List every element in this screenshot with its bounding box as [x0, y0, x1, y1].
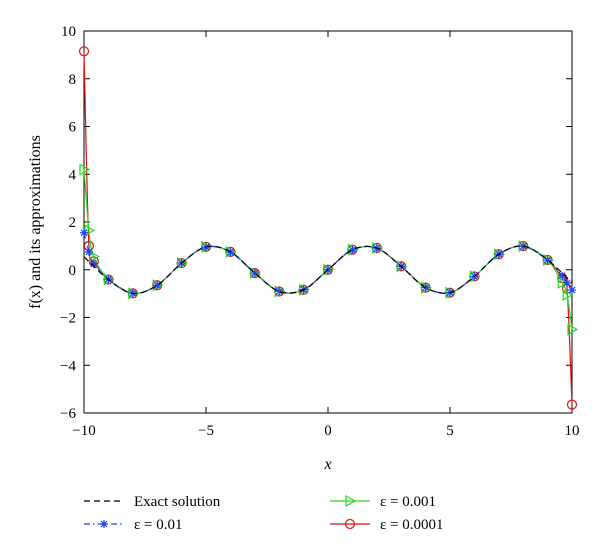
data-point — [543, 256, 552, 265]
y-tick-label: 0 — [69, 263, 77, 279]
legend-label: Exact solution — [134, 494, 221, 510]
legend-entry: ε = 0.001 — [330, 494, 436, 510]
data-point — [78, 46, 90, 57]
x-tick-label: −5 — [198, 423, 214, 439]
legend-marker — [345, 494, 357, 508]
legend-marker — [344, 518, 356, 530]
axis-ticks — [83, 30, 573, 414]
y-tick-label: 4 — [69, 167, 77, 183]
data-point — [250, 269, 259, 278]
legend-entry: Exact solution — [84, 494, 221, 510]
legend-marker — [100, 520, 108, 528]
data-point — [558, 271, 567, 280]
data-point — [566, 399, 578, 410]
tick-labels: −10 −5 0 5 10 −6 −4 −2 0 2 4 6 8 10 — [60, 24, 579, 439]
data-point — [519, 242, 528, 251]
data-point — [567, 323, 579, 336]
series-0 — [83, 245, 573, 295]
legend-entry: ε = 0.0001 — [330, 517, 444, 533]
legend: Exact solution ε = 0.001 ε = 0.01 ε = 0.000… — [84, 494, 444, 533]
y-tick-label: 10 — [61, 24, 76, 40]
y-tick-label: −4 — [60, 358, 76, 374]
data-point — [89, 259, 98, 268]
x-tick-label: −10 — [72, 423, 95, 439]
x-tick-label: 5 — [446, 423, 454, 439]
x-axis-label: x — [323, 456, 331, 473]
series-line — [83, 245, 573, 295]
plot-frame — [83, 30, 573, 414]
y-tick-label: 6 — [69, 120, 77, 136]
y-tick-label: 2 — [69, 215, 77, 231]
data-point — [562, 288, 574, 301]
legend-entry: ε = 0.01 — [84, 517, 183, 533]
x-tick-label: 10 — [565, 423, 580, 439]
data-point — [348, 245, 357, 254]
plot-area — [78, 46, 579, 410]
data-point — [84, 224, 96, 237]
series-line — [83, 51, 573, 405]
data-point — [84, 247, 93, 256]
y-tick-label: −2 — [60, 311, 76, 327]
y-axis-label: f(x) and its approximations — [27, 135, 44, 309]
data-point — [568, 286, 576, 295]
x-tick-label: 0 — [324, 423, 332, 439]
data-point — [153, 281, 162, 290]
data-point — [79, 163, 91, 176]
y-tick-label: −6 — [60, 406, 76, 422]
legend-label: ε = 0.0001 — [380, 517, 444, 533]
data-point — [80, 228, 88, 237]
data-point — [557, 276, 569, 289]
data-point — [89, 250, 100, 263]
data-point — [275, 287, 284, 296]
series-2 — [79, 163, 579, 336]
legend-label: ε = 0.001 — [380, 494, 436, 510]
y-tick-label: 8 — [69, 72, 77, 88]
series-3 — [78, 46, 578, 410]
data-point — [563, 278, 572, 287]
legend-label: ε = 0.01 — [134, 517, 183, 533]
